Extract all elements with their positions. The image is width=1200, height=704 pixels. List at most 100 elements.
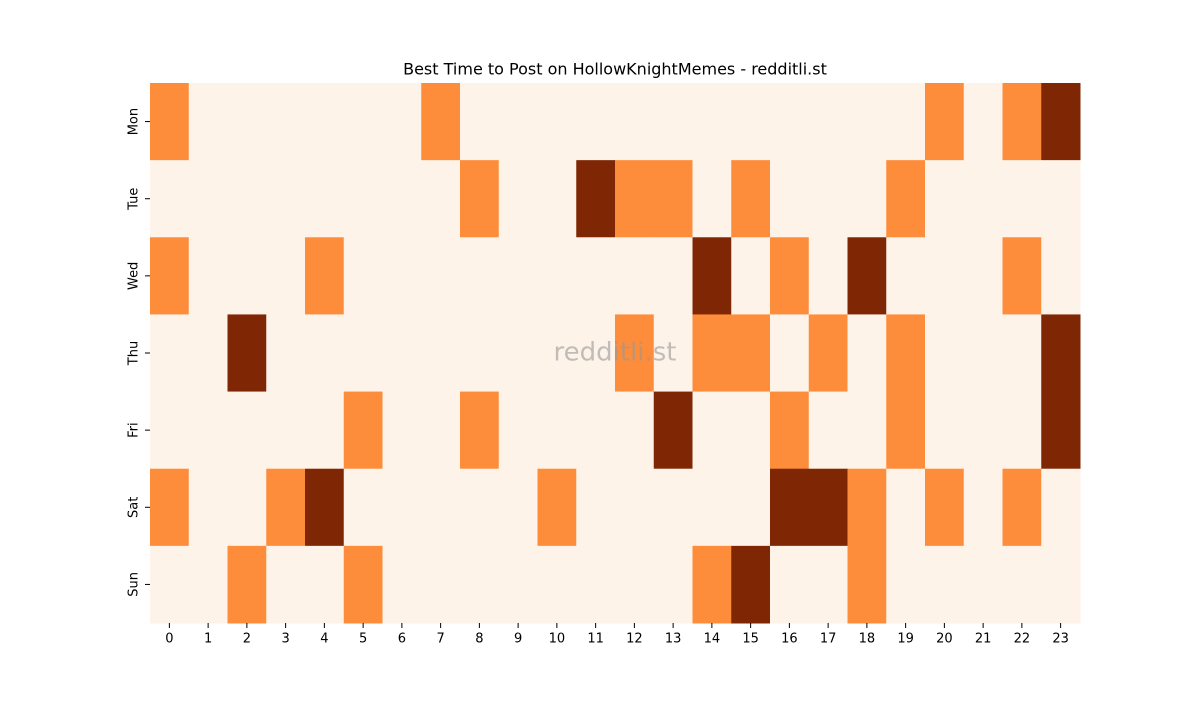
x-tick-label: 2 — [243, 632, 251, 647]
heat-cell — [343, 545, 383, 624]
heat-cell — [847, 314, 887, 393]
heat-cell — [653, 468, 693, 547]
heat-cell — [847, 160, 887, 238]
heat-cell — [421, 160, 461, 238]
x-tick-label: 21 — [975, 632, 992, 647]
heat-cell — [421, 314, 461, 393]
heat-cell — [188, 237, 228, 315]
heat-cell — [266, 468, 306, 547]
heat-cell — [188, 83, 228, 161]
heat-cell — [460, 83, 500, 161]
heat-cell — [731, 83, 771, 161]
heat-cell — [963, 468, 1003, 547]
x-tick-label: 8 — [475, 632, 483, 647]
x-tick-label: 7 — [436, 632, 444, 647]
heat-cell — [150, 314, 190, 393]
heat-cell — [576, 83, 616, 161]
heat-cell — [305, 160, 345, 238]
y-tick-label: Thu — [127, 341, 142, 366]
heat-cell — [498, 160, 538, 238]
heat-cell — [188, 545, 228, 624]
heat-cell — [150, 83, 190, 161]
heat-cell — [382, 468, 422, 547]
heat-cell — [537, 545, 577, 624]
heat-cell — [266, 237, 306, 315]
heat-cell — [460, 545, 500, 624]
heat-cell — [847, 545, 887, 624]
heat-cell — [498, 237, 538, 315]
heat-cell — [150, 545, 190, 624]
heat-cell — [770, 314, 810, 393]
heat-cell — [1041, 314, 1081, 393]
heat-cell — [1041, 391, 1081, 470]
heat-cell — [808, 83, 848, 161]
heat-cell — [188, 314, 228, 393]
heat-cell — [576, 160, 616, 238]
heat-cell — [692, 160, 732, 238]
heat-cell — [1002, 391, 1042, 470]
x-tick-label: 3 — [281, 632, 289, 647]
heat-cell — [227, 468, 267, 547]
heat-cell — [731, 314, 771, 393]
heat-cell — [305, 314, 345, 393]
heat-cell — [227, 160, 267, 238]
heat-cell — [305, 237, 345, 315]
heat-cell — [266, 314, 306, 393]
x-tick-label: 14 — [704, 632, 721, 647]
heat-cell — [537, 160, 577, 238]
heat-cell — [460, 160, 500, 238]
y-tick-label: Wed — [127, 262, 142, 290]
heat-cell — [188, 160, 228, 238]
heat-cell — [460, 468, 500, 547]
heat-cell — [770, 160, 810, 238]
heat-cell — [498, 468, 538, 547]
heat-cell — [731, 545, 771, 624]
x-tick-label: 23 — [1052, 632, 1069, 647]
heat-cell — [692, 237, 732, 315]
heat-cell — [963, 545, 1003, 624]
heat-cell — [925, 545, 965, 624]
heat-cell — [847, 83, 887, 161]
heat-cell — [421, 468, 461, 547]
x-tick-label: 5 — [359, 632, 367, 647]
x-tick-label: 11 — [587, 632, 604, 647]
heat-cell — [460, 237, 500, 315]
heat-cell — [498, 545, 538, 624]
heat-cell — [770, 83, 810, 161]
heat-cell — [886, 468, 926, 547]
heat-cell — [537, 391, 577, 470]
heat-cell — [188, 391, 228, 470]
heat-cell — [537, 237, 577, 315]
heat-cell — [460, 391, 500, 470]
y-tick-label: Sat — [127, 497, 142, 518]
heat-cell — [963, 237, 1003, 315]
x-tick-label: 22 — [1014, 632, 1031, 647]
heat-cell — [692, 83, 732, 161]
heat-cell — [537, 314, 577, 393]
heat-cell — [925, 468, 965, 547]
heat-cell — [227, 391, 267, 470]
heat-cell — [1002, 545, 1042, 624]
heat-cell — [808, 391, 848, 470]
heat-cell — [305, 468, 345, 547]
heat-cell — [847, 237, 887, 315]
heat-cell — [382, 545, 422, 624]
heat-cell — [343, 160, 383, 238]
heat-cell — [731, 468, 771, 547]
heat-cell — [150, 468, 190, 547]
heat-cell — [653, 83, 693, 161]
heat-cell — [925, 314, 965, 393]
y-tick-label: Fri — [127, 422, 142, 438]
heat-cell — [150, 237, 190, 315]
heat-cell — [615, 237, 655, 315]
heat-cell — [1002, 237, 1042, 315]
heat-cell — [576, 391, 616, 470]
heat-cell — [266, 545, 306, 624]
heat-cell — [1002, 83, 1042, 161]
heat-cell — [886, 237, 926, 315]
x-tick-label: 12 — [626, 632, 643, 647]
heat-cell — [343, 314, 383, 393]
heat-cell — [305, 391, 345, 470]
heat-cell — [731, 237, 771, 315]
